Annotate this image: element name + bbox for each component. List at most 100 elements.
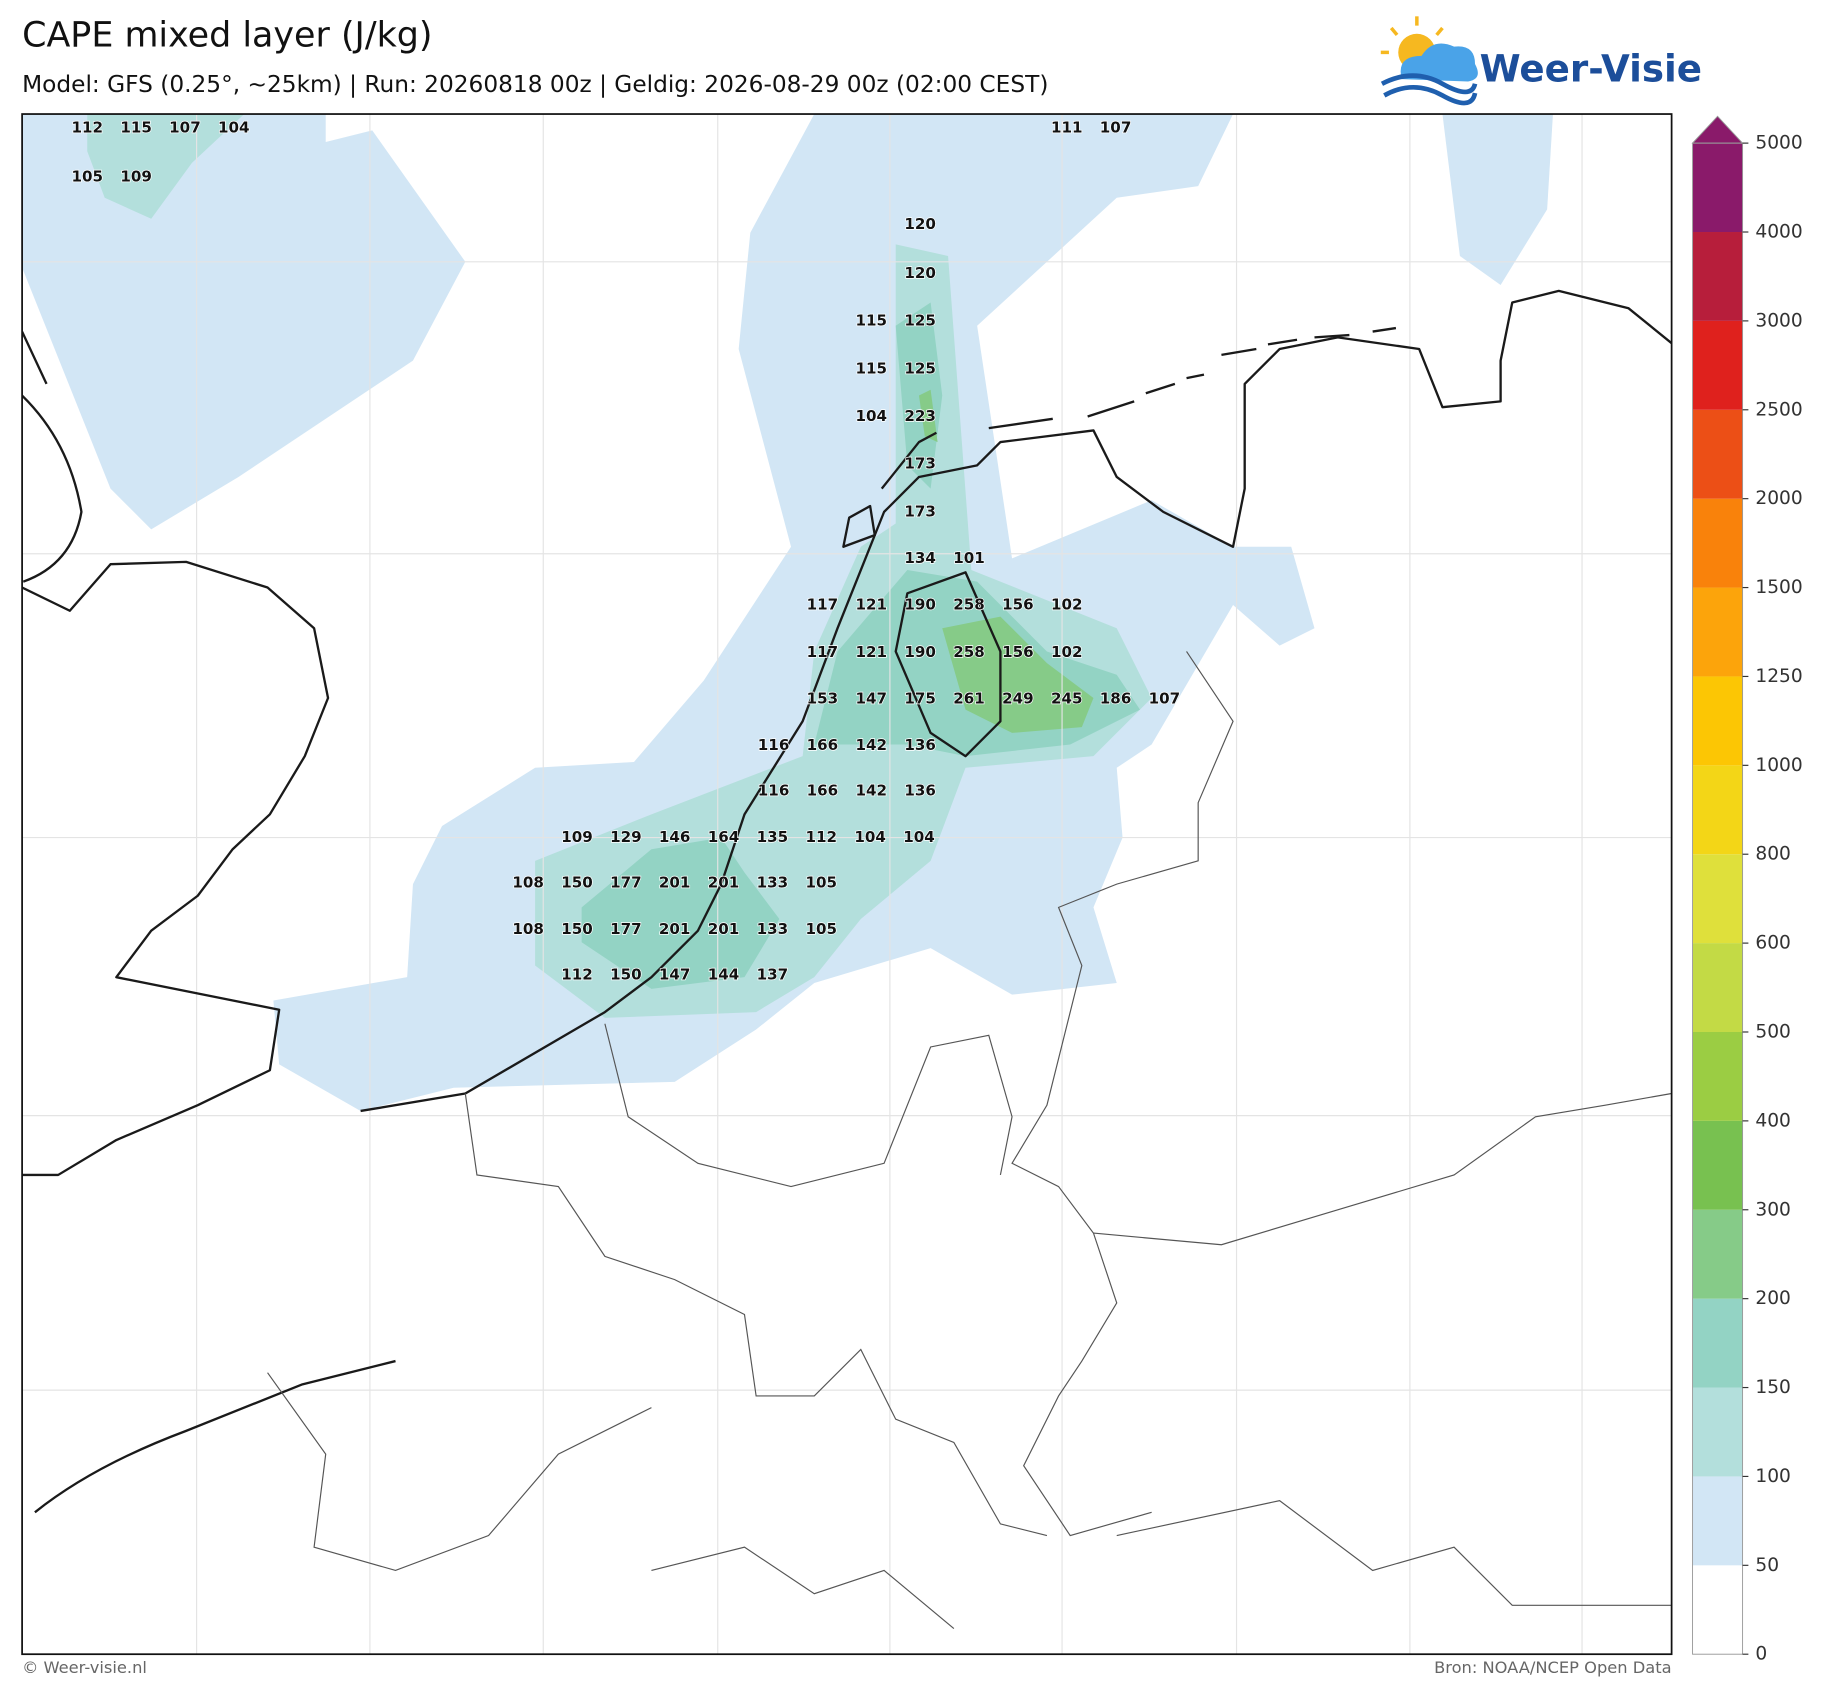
colorbar-tick-label: 500	[1755, 1021, 1791, 1042]
map-shape	[894, 571, 1002, 758]
value-label: 156	[1002, 595, 1034, 613]
value-label: 120	[904, 264, 936, 282]
cape-fill	[22, 114, 1553, 1111]
logo: Weer-Visie	[1380, 16, 1702, 106]
map-shape	[273, 114, 1315, 1111]
map-shape	[1380, 16, 1444, 55]
value-label: 166	[807, 736, 839, 754]
subtitle: Model: GFS (0.25°, ~25km) | Run: 2026081…	[22, 71, 1048, 98]
footer-right: Bron: NOAA/NCEP Open Data	[1434, 1658, 1672, 1677]
colorbar-band	[1692, 1387, 1743, 1477]
title: CAPE mixed layer (J/kg)	[22, 16, 432, 56]
value-label: 177	[610, 920, 642, 938]
map-shape	[1380, 73, 1478, 106]
value-label: 136	[904, 736, 936, 754]
value-label: 201	[659, 920, 691, 938]
value-label: 150	[561, 873, 593, 891]
value-label: 104	[854, 828, 886, 846]
value-label: 111	[1051, 119, 1083, 137]
map-shape	[1389, 26, 1399, 37]
borders	[267, 651, 1672, 1630]
value-label: 223	[904, 407, 936, 425]
colorbar-tick-label: 0	[1755, 1644, 1767, 1665]
value-label: 117	[807, 643, 839, 661]
colorbar-tick-label: 2500	[1755, 399, 1802, 420]
value-label: 104	[218, 119, 250, 137]
colorbar-band	[1692, 1565, 1743, 1655]
value-label: 249	[1002, 690, 1034, 708]
value-label: 136	[904, 782, 936, 800]
colorbar-band	[1692, 1298, 1743, 1388]
value-label: 105	[71, 167, 103, 185]
colorbar-tick-label: 1250	[1755, 666, 1802, 687]
colorbar-band	[1692, 587, 1743, 677]
value-label: 133	[757, 920, 789, 938]
map-shape	[464, 1093, 1048, 1537]
map-shape	[604, 1023, 1013, 1188]
value-label: 112	[805, 828, 837, 846]
map-shape	[918, 389, 938, 443]
value-label: 121	[856, 595, 888, 613]
colorbar-tick-label: 1000	[1755, 755, 1802, 776]
value-label: 115	[856, 359, 888, 377]
value-label: 245	[1051, 690, 1083, 708]
value-label: 186	[1100, 690, 1132, 708]
map-shape	[1400, 43, 1478, 82]
value-label: 173	[904, 502, 936, 520]
map-shape	[22, 331, 83, 583]
colorbar: 0 50 100 150 200 300 400 500 600 800 1000 1250 1500 2…	[1691, 115, 1803, 1665]
map-shape	[1093, 1092, 1672, 1606]
value-label: 156	[1002, 643, 1034, 661]
colorbar-band	[1692, 320, 1743, 410]
value-label: 150	[610, 965, 642, 983]
value-label: 258	[953, 595, 985, 613]
value-label: 101	[953, 549, 985, 567]
value-label: 166	[807, 782, 839, 800]
map-shape	[267, 1372, 955, 1630]
colorbar-band	[1692, 1031, 1743, 1121]
graticule	[22, 114, 1672, 1655]
map-shape	[22, 114, 466, 530]
value-label: 146	[659, 828, 691, 846]
colorbar-band	[1692, 765, 1743, 855]
value-labels: 112 115 107 104 111 107 105 109 120 120 115 125 115 1…	[71, 118, 1181, 984]
map-shape	[87, 114, 245, 219]
colorbar-band	[1692, 854, 1743, 944]
colorbar-band	[1692, 1476, 1743, 1566]
value-label: 201	[659, 873, 691, 891]
value-label: 109	[120, 167, 152, 185]
value-label: 107	[169, 119, 201, 137]
value-label: 142	[856, 782, 888, 800]
value-label: 258	[953, 643, 985, 661]
map-shape	[581, 837, 780, 989]
value-label: 190	[904, 643, 936, 661]
value-label: 137	[757, 965, 789, 983]
colorbar-tick-label: 2000	[1755, 488, 1802, 509]
value-label: 147	[659, 965, 691, 983]
value-label: 116	[758, 782, 790, 800]
value-label: 142	[856, 736, 888, 754]
colorbar-band	[1692, 409, 1743, 499]
value-label: 120	[904, 215, 936, 233]
value-label: 125	[904, 312, 936, 330]
colorbar-tick-label: 600	[1755, 933, 1791, 954]
value-label: 144	[708, 965, 740, 983]
value-label: 108	[512, 873, 544, 891]
colorbar-tick-label: 200	[1755, 1288, 1791, 1309]
colorbar-tick-label: 100	[1755, 1466, 1791, 1487]
colorbar-tick-label: 4000	[1755, 222, 1802, 243]
value-label: 112	[561, 965, 593, 983]
colorbar-tick-label: 1500	[1755, 577, 1802, 598]
map-frame	[21, 113, 1673, 1656]
colorbar-band	[1692, 232, 1743, 321]
value-label: 117	[807, 595, 839, 613]
value-label: 105	[805, 920, 837, 938]
value-label: 201	[708, 920, 740, 938]
value-label: 177	[610, 873, 642, 891]
map-shape	[360, 289, 1672, 1113]
value-label: 107	[1100, 119, 1132, 137]
value-label: 147	[856, 690, 888, 708]
map-shape	[535, 244, 1152, 1018]
value-label: 112	[71, 119, 103, 137]
